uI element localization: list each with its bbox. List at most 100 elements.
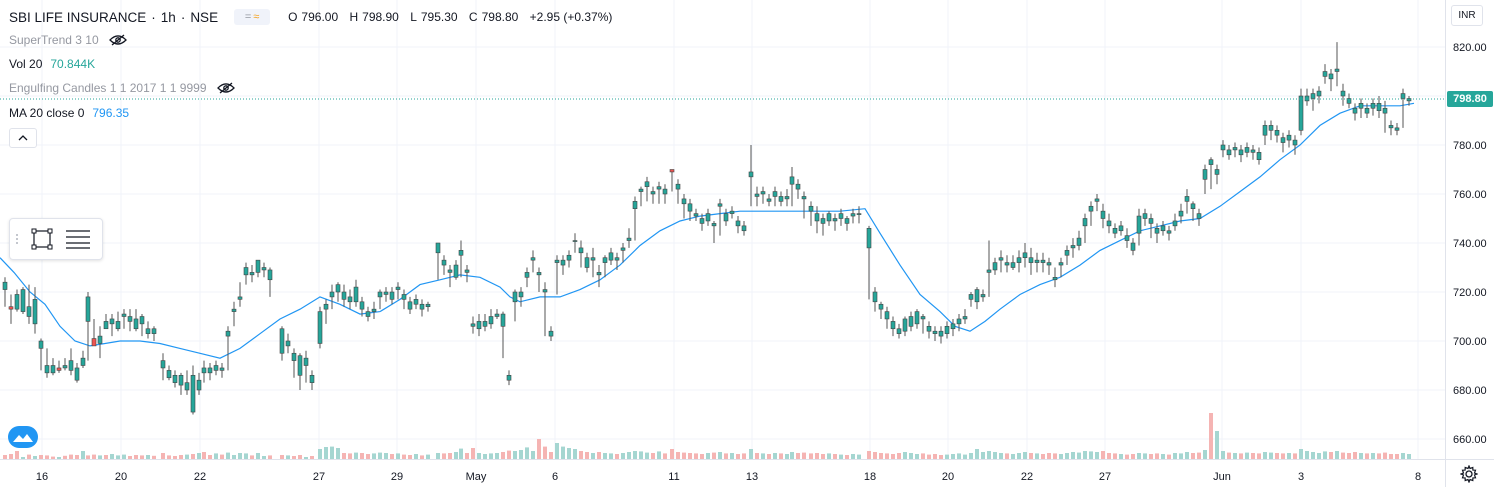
volume-bar [897, 453, 901, 459]
x-tick-label: 16 [36, 471, 48, 483]
volume-bar [185, 454, 189, 459]
candle-body [1112, 228, 1118, 234]
rectangle-tool-button[interactable] [24, 219, 60, 259]
volume-bar [1233, 453, 1237, 459]
candle-body [470, 323, 476, 327]
volume-bar [448, 453, 452, 459]
y-tick-label: 720.00 [1453, 287, 1487, 299]
volume-bar [993, 452, 997, 459]
symbol-legend[interactable]: SBI LIFE INSURANCE · 1h · NSE = ≈ O 796.0… [9, 9, 616, 25]
candle-body [121, 313, 127, 317]
volume-bar [116, 455, 120, 459]
candle-body [772, 191, 778, 197]
indicator-supertrend[interactable]: SuperTrend 3 10 [9, 33, 127, 47]
candle [832, 213, 838, 231]
volume-bar [1323, 451, 1327, 459]
candle [506, 370, 512, 386]
drag-handle-icon[interactable] [10, 219, 24, 259]
candle [85, 292, 91, 361]
volume-bar [645, 452, 649, 459]
volume-bar [390, 454, 394, 459]
candle [91, 318, 97, 347]
candle [741, 220, 747, 236]
candle-body [1382, 107, 1388, 114]
volume-bar [45, 455, 49, 459]
candle [279, 326, 285, 361]
candle [735, 216, 741, 234]
volume-bar [1209, 413, 1213, 459]
candle-body [151, 328, 157, 334]
candle-body [1370, 103, 1376, 109]
volume-bar [1221, 451, 1225, 459]
candle [383, 287, 389, 302]
volume-bar [945, 454, 949, 459]
tradingview-logo-icon[interactable] [8, 426, 38, 448]
indicator-volume[interactable]: Vol 20 70.844K [9, 57, 95, 71]
candle-body [1010, 262, 1016, 268]
candle [1022, 243, 1028, 268]
candle [1172, 213, 1178, 231]
volume-bar [591, 453, 595, 459]
candle [814, 206, 820, 234]
volume-bar [396, 453, 400, 459]
volume-bar [755, 453, 759, 459]
candle-body [109, 318, 115, 325]
currency-label[interactable]: INR [1451, 5, 1483, 26]
candle-body [938, 330, 944, 337]
volume-bar [933, 454, 937, 459]
candle [1124, 228, 1130, 248]
candle [494, 309, 500, 319]
candle-body [1358, 103, 1364, 109]
volume-bar [676, 452, 680, 459]
candle-body [488, 316, 494, 325]
volume-bar [1113, 453, 1117, 459]
eye-crossed-icon[interactable] [108, 34, 127, 46]
volume-bar [92, 454, 96, 459]
collapse-legend-button[interactable] [9, 128, 37, 148]
separator: · [151, 9, 156, 25]
candle [243, 262, 249, 285]
candle-body [1076, 237, 1082, 246]
candle-body [464, 269, 470, 273]
candle [476, 314, 482, 337]
candle [1082, 213, 1088, 243]
volume-bar [903, 452, 907, 459]
candle-body [681, 198, 687, 205]
volume-bar [688, 453, 692, 459]
candle [178, 372, 184, 395]
candle [365, 306, 371, 322]
volume-bar [700, 454, 704, 459]
indicator-engulfing[interactable]: Engulfing Candles 1 1 2017 1 1 9999 [9, 81, 235, 95]
candle [914, 309, 920, 329]
volume-bar [63, 455, 67, 459]
candle-body [1328, 73, 1334, 80]
volume-bar [366, 454, 370, 459]
volume-bar [1119, 454, 1123, 459]
volume-bar [975, 449, 979, 459]
candle-body [1040, 259, 1046, 263]
volume-bar [651, 453, 655, 459]
candle-body [820, 218, 826, 224]
compare-toggle-button[interactable]: = ≈ [234, 9, 271, 25]
candle-body [1352, 107, 1358, 114]
volume-bar [561, 446, 565, 459]
volume-bar [1191, 453, 1195, 459]
candle [255, 259, 261, 278]
candle-body [1064, 250, 1070, 256]
candle-body [626, 237, 632, 241]
candle [542, 282, 548, 337]
candle-body [267, 269, 273, 281]
candle-body [518, 291, 524, 298]
indicator-ma[interactable]: MA 20 close 0 796.35 [9, 106, 129, 120]
candle [944, 321, 950, 339]
volume-bar [336, 448, 340, 459]
candle-body [425, 303, 431, 308]
gear-icon[interactable] [1459, 464, 1479, 484]
candle [1070, 238, 1076, 258]
candle [401, 289, 407, 310]
line-style-button[interactable] [60, 219, 96, 259]
candle-body [1088, 205, 1094, 212]
eye-crossed-icon[interactable] [216, 82, 235, 94]
floating-drawing-toolbar[interactable] [9, 218, 103, 260]
